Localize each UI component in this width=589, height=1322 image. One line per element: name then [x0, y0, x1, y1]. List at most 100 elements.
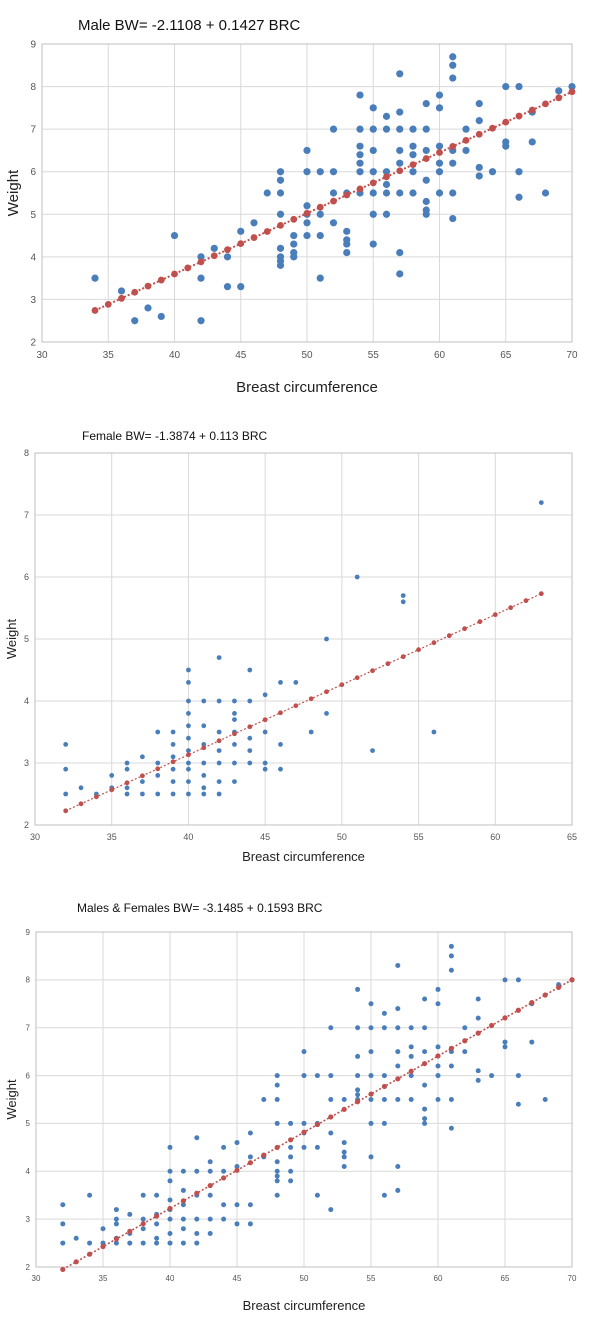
x-tick-label: 30 — [30, 832, 40, 842]
trendline-marker — [263, 228, 271, 235]
data-point — [528, 138, 536, 146]
data-point — [542, 1097, 548, 1102]
data-point — [201, 698, 207, 704]
trendline-marker — [277, 222, 284, 229]
data-point — [396, 146, 404, 155]
data-point — [276, 210, 285, 218]
trendline-marker — [477, 619, 483, 625]
x-tick-label: 45 — [235, 350, 247, 361]
trendline-marker — [529, 1000, 535, 1006]
data-point — [462, 1049, 468, 1055]
data-point — [186, 791, 191, 797]
data-point — [216, 655, 222, 660]
data-point — [140, 791, 145, 797]
data-point — [422, 1116, 428, 1122]
data-point — [343, 249, 351, 257]
x-axis-label: Breast circumference — [236, 379, 378, 396]
data-point — [395, 1164, 401, 1169]
data-point — [396, 159, 404, 167]
trendline-marker — [131, 288, 139, 296]
data-point — [475, 1068, 481, 1074]
data-point — [356, 91, 364, 99]
trendline-marker — [154, 1213, 160, 1219]
data-point — [356, 151, 364, 159]
data-point — [355, 1092, 361, 1098]
data-point — [293, 680, 299, 685]
data-point — [201, 760, 207, 766]
data-point — [422, 1120, 428, 1126]
data-point — [232, 779, 237, 784]
data-point — [262, 692, 268, 698]
data-point — [555, 87, 563, 95]
trendline-marker — [515, 1007, 522, 1013]
trendline-marker — [118, 294, 125, 302]
data-point — [422, 1106, 428, 1112]
data-point — [341, 1149, 347, 1155]
trendline-marker — [462, 626, 467, 632]
data-point — [113, 1216, 119, 1222]
data-point — [186, 748, 191, 753]
data-point — [180, 1202, 186, 1208]
x-tick-label: 55 — [368, 350, 380, 361]
data-point — [247, 1130, 253, 1136]
data-point — [435, 189, 444, 197]
x-tick-label: 40 — [169, 350, 181, 361]
data-point — [186, 711, 191, 716]
data-point — [276, 189, 285, 197]
data-point — [274, 1120, 280, 1126]
x-tick-label: 45 — [260, 832, 270, 842]
data-point — [186, 735, 191, 741]
trendline-marker — [91, 307, 99, 314]
data-point — [140, 1240, 146, 1246]
data-point — [186, 667, 191, 673]
data-point — [396, 189, 404, 197]
data-point — [409, 168, 417, 176]
data-point — [201, 742, 207, 747]
data-point — [232, 698, 237, 704]
data-point — [221, 1168, 227, 1174]
x-tick-label: 30 — [32, 1274, 41, 1283]
data-point — [395, 1187, 401, 1193]
data-point — [329, 125, 338, 133]
trendline-marker — [542, 992, 548, 998]
data-point — [180, 1216, 186, 1222]
data-point — [316, 210, 324, 218]
data-point — [341, 1164, 347, 1169]
data-point — [186, 698, 191, 704]
data-point — [329, 168, 338, 176]
data-point — [197, 274, 205, 282]
trendline-marker — [528, 106, 536, 114]
data-point — [154, 1221, 160, 1227]
data-point — [60, 1202, 66, 1208]
data-point — [247, 1221, 253, 1227]
data-point — [288, 1178, 294, 1184]
trendline-marker — [431, 640, 437, 646]
data-point — [288, 1120, 294, 1126]
data-point — [475, 996, 481, 1002]
trendline-marker — [140, 1221, 146, 1227]
data-point — [515, 168, 523, 176]
trendline-marker — [409, 161, 417, 169]
data-point — [369, 104, 377, 112]
data-point — [124, 760, 130, 766]
data-point — [60, 1221, 66, 1227]
data-point — [170, 766, 176, 772]
data-point — [140, 779, 145, 784]
trendline-marker — [569, 977, 575, 983]
data-point — [395, 1063, 401, 1069]
trendline-marker — [435, 1053, 441, 1059]
data-point — [140, 1226, 146, 1232]
data-point — [462, 125, 470, 133]
data-point — [502, 1044, 508, 1050]
data-point — [262, 760, 268, 766]
data-point — [356, 125, 364, 133]
data-point — [435, 168, 444, 176]
data-point — [382, 125, 391, 133]
data-point — [170, 729, 176, 735]
data-point — [435, 1063, 441, 1069]
y-tick-label: 8 — [26, 976, 31, 985]
trendline-marker — [555, 94, 563, 102]
trendline-marker — [475, 130, 483, 138]
data-point — [422, 206, 430, 214]
x-tick-label: 55 — [367, 1274, 376, 1283]
